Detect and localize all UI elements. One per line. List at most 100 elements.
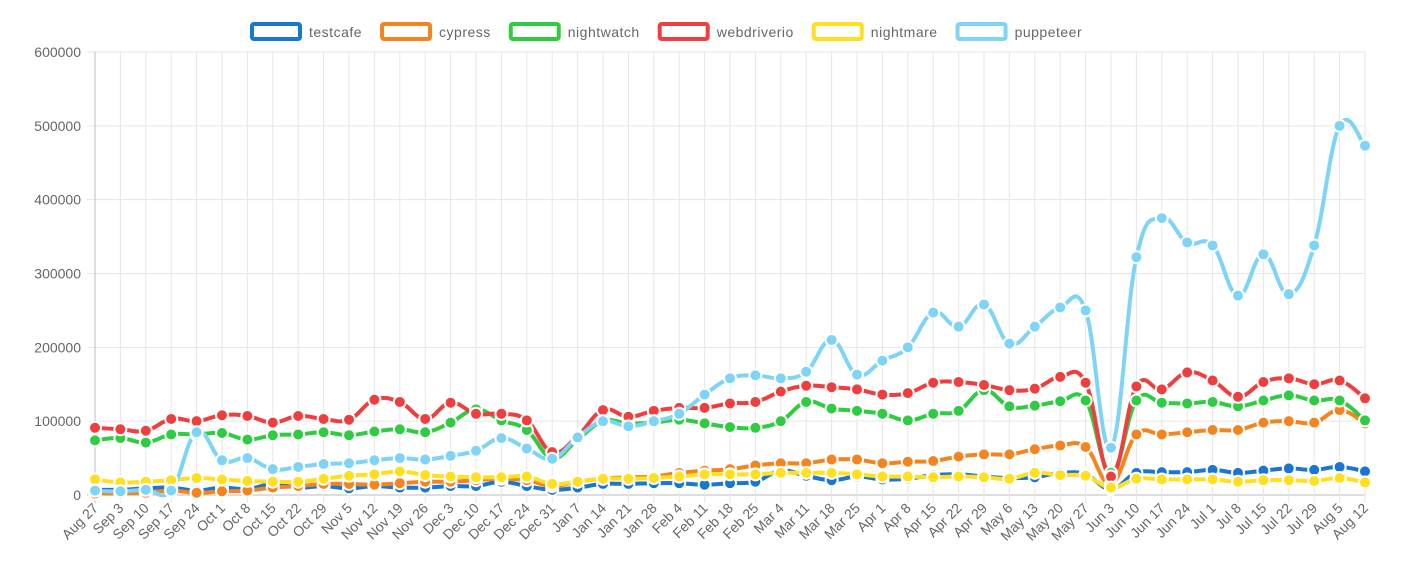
data-point[interactable]: [926, 454, 941, 469]
data-point[interactable]: [1358, 413, 1372, 428]
data-point[interactable]: [900, 340, 915, 355]
data-point[interactable]: [342, 468, 356, 483]
data-point[interactable]: [1027, 319, 1042, 334]
data-point[interactable]: [240, 432, 255, 447]
data-point[interactable]: [646, 471, 661, 486]
data-point[interactable]: [1078, 440, 1093, 455]
data-point[interactable]: [1053, 468, 1068, 483]
data-point[interactable]: [1281, 287, 1296, 302]
data-point[interactable]: [1180, 472, 1195, 487]
data-point[interactable]: [697, 400, 712, 415]
data-point[interactable]: [672, 406, 687, 421]
data-point[interactable]: [189, 485, 204, 500]
legend-item-testcafe[interactable]: testcafe: [250, 22, 362, 41]
data-point[interactable]: [926, 305, 941, 320]
data-point[interactable]: [672, 469, 687, 484]
data-point[interactable]: [1256, 393, 1271, 408]
data-point[interactable]: [1129, 393, 1144, 408]
data-point[interactable]: [748, 394, 763, 409]
data-point[interactable]: [723, 396, 737, 411]
data-point[interactable]: [723, 420, 737, 435]
data-point[interactable]: [215, 484, 229, 499]
data-point[interactable]: [1256, 473, 1271, 488]
data-point[interactable]: [519, 413, 534, 428]
legend-item-puppeteer[interactable]: puppeteer: [955, 22, 1083, 41]
data-point[interactable]: [1307, 238, 1322, 253]
data-point[interactable]: [113, 422, 128, 437]
data-point[interactable]: [1281, 473, 1296, 488]
data-point[interactable]: [1129, 471, 1144, 486]
data-point[interactable]: [1078, 303, 1093, 318]
data-point[interactable]: [367, 424, 382, 439]
data-point[interactable]: [291, 427, 306, 442]
data-point[interactable]: [926, 375, 941, 390]
data-point[interactable]: [1002, 336, 1017, 351]
data-point[interactable]: [1180, 235, 1195, 250]
data-point[interactable]: [1053, 300, 1068, 315]
legend-item-nightwatch[interactable]: nightwatch: [508, 22, 640, 41]
data-point[interactable]: [189, 471, 204, 486]
data-point[interactable]: [697, 467, 712, 482]
data-point[interactable]: [1256, 375, 1271, 390]
data-point[interactable]: [951, 319, 966, 334]
data-point[interactable]: [570, 430, 585, 445]
data-point[interactable]: [1053, 394, 1068, 409]
data-point[interactable]: [418, 452, 433, 467]
legend-item-webdriverio[interactable]: webdriverio: [657, 22, 794, 41]
data-point[interactable]: [138, 423, 153, 438]
data-point[interactable]: [773, 371, 788, 386]
data-point[interactable]: [1154, 427, 1169, 442]
data-point[interactable]: [850, 367, 864, 382]
data-point[interactable]: [240, 408, 255, 423]
data-point[interactable]: [1129, 379, 1144, 394]
data-point[interactable]: [1053, 438, 1068, 453]
data-point[interactable]: [1307, 393, 1322, 408]
data-point[interactable]: [951, 469, 966, 484]
data-point[interactable]: [545, 451, 560, 466]
data-point[interactable]: [1078, 468, 1093, 483]
data-point[interactable]: [494, 406, 509, 421]
data-point[interactable]: [88, 433, 102, 448]
data-point[interactable]: [596, 471, 610, 486]
data-point[interactable]: [1205, 423, 1220, 438]
data-point[interactable]: [900, 413, 915, 428]
data-point[interactable]: [1002, 447, 1017, 462]
data-point[interactable]: [1205, 373, 1220, 388]
data-point[interactable]: [1104, 480, 1118, 495]
data-point[interactable]: [1307, 415, 1322, 430]
data-point[interactable]: [1154, 395, 1169, 410]
data-point[interactable]: [367, 453, 382, 468]
data-point[interactable]: [951, 449, 966, 464]
data-point[interactable]: [316, 411, 331, 426]
data-point[interactable]: [1002, 383, 1017, 398]
data-point[interactable]: [1078, 375, 1093, 390]
data-point[interactable]: [392, 476, 407, 491]
data-point[interactable]: [850, 382, 864, 397]
data-point[interactable]: [342, 428, 356, 443]
data-point[interactable]: [164, 483, 179, 498]
data-point[interactable]: [773, 465, 788, 480]
data-point[interactable]: [977, 377, 991, 392]
data-point[interactable]: [291, 474, 306, 489]
data-point[interactable]: [824, 452, 839, 467]
data-point[interactable]: [1205, 472, 1220, 487]
data-point[interactable]: [646, 414, 661, 429]
data-point[interactable]: [1256, 415, 1271, 430]
data-point[interactable]: [926, 406, 941, 421]
data-point[interactable]: [1332, 373, 1347, 388]
data-point[interactable]: [773, 384, 788, 399]
data-point[interactable]: [443, 415, 458, 430]
data-point[interactable]: [1256, 247, 1271, 262]
data-point[interactable]: [265, 462, 280, 477]
data-point[interactable]: [1358, 138, 1372, 153]
data-point[interactable]: [367, 392, 382, 407]
data-point[interactable]: [824, 332, 839, 347]
data-point[interactable]: [977, 297, 991, 312]
data-point[interactable]: [1129, 427, 1144, 442]
data-point[interactable]: [900, 454, 915, 469]
data-point[interactable]: [697, 416, 712, 431]
data-point[interactable]: [951, 403, 966, 418]
data-point[interactable]: [138, 482, 153, 497]
data-point[interactable]: [1332, 393, 1347, 408]
data-point[interactable]: [723, 371, 737, 386]
